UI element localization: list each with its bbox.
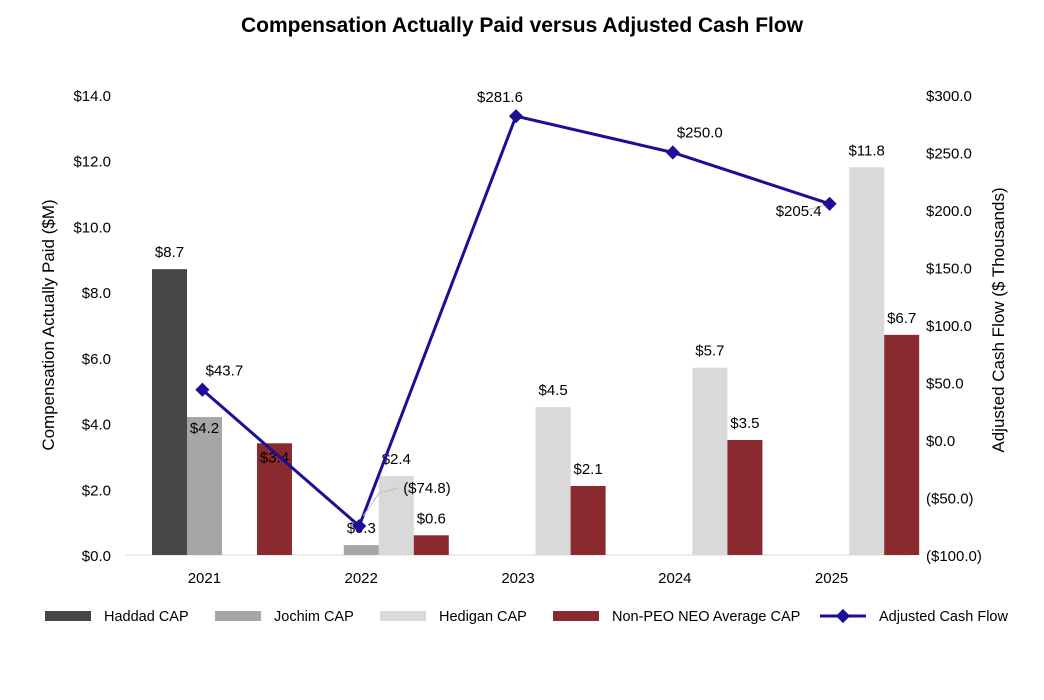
bar — [884, 334, 920, 555]
line-marker — [195, 382, 210, 397]
legend-swatch — [553, 611, 599, 621]
bar-data-label: $4.2 — [190, 420, 219, 437]
bar-data-label: $8.7 — [155, 244, 184, 261]
legend-marker — [835, 608, 851, 624]
bar — [727, 440, 763, 555]
bar-data-label: $4.5 — [538, 382, 567, 399]
y2-tick-label: $50.0 — [926, 376, 964, 393]
line-marker — [508, 109, 524, 124]
bar-data-label: $3.5 — [730, 415, 759, 432]
y2-tick-label: $200.0 — [926, 203, 972, 220]
x-tick-label: 2022 — [345, 570, 378, 587]
bar-data-label: $0.6 — [417, 510, 446, 527]
bar — [343, 545, 379, 555]
bar — [378, 476, 414, 555]
legend-label: Haddad CAP — [104, 609, 189, 625]
legend-label: Non-PEO NEO Average CAP — [612, 609, 800, 625]
data-label-leader — [807, 205, 824, 211]
bar-data-label: $6.7 — [887, 310, 916, 327]
bar — [152, 269, 187, 555]
y-tick-label: $0.0 — [82, 548, 111, 565]
x-tick-label: 2021 — [188, 570, 221, 587]
bar-data-label: $5.7 — [695, 343, 724, 360]
legend-swatch — [380, 611, 426, 621]
bar — [187, 417, 222, 555]
data-label-leader — [362, 487, 399, 517]
y2-axis-title: Adjusted Cash Flow ($ Thousands) — [989, 187, 1008, 452]
y2-tick-label: ($50.0) — [926, 491, 974, 508]
y-tick-label: $8.0 — [82, 285, 111, 302]
line-data-label: $43.7 — [206, 363, 244, 380]
line-data-label: ($74.8) — [403, 480, 451, 497]
y-tick-label: $12.0 — [73, 154, 111, 171]
y-tick-label: $14.0 — [73, 88, 111, 105]
bar — [570, 486, 606, 555]
y-tick-label: $4.0 — [82, 417, 111, 434]
bar-data-label: $2.4 — [382, 451, 411, 468]
bar-data-label: $2.1 — [573, 461, 602, 478]
bar-data-label: $11.8 — [848, 142, 884, 159]
bar-data-label: $3.4 — [260, 449, 289, 466]
legend-label: Adjusted Cash Flow — [879, 609, 1008, 625]
y-tick-label: $10.0 — [73, 219, 111, 236]
bar — [535, 407, 571, 555]
y-axis-title: Compensation Actually Paid ($M) — [39, 199, 58, 450]
y2-tick-label: $150.0 — [926, 261, 972, 278]
legend-label: Hedigan CAP — [439, 609, 527, 625]
line-data-label: $250.0 — [677, 125, 723, 142]
line-data-label: $281.6 — [477, 89, 523, 106]
line-marker — [352, 518, 367, 534]
line-data-label: $205.4 — [776, 203, 822, 220]
y-tick-label: $2.0 — [82, 482, 111, 499]
x-tick-label: 2023 — [501, 570, 534, 587]
line-marker — [665, 145, 680, 160]
legend-label: Jochim CAP — [274, 609, 354, 625]
chart-title: Compensation Actually Paid versus Adjust… — [240, 14, 804, 37]
legend-swatch — [215, 611, 261, 621]
y2-tick-label: $100.0 — [926, 318, 972, 335]
y-tick-label: $6.0 — [82, 351, 111, 368]
x-tick-label: 2024 — [658, 570, 691, 587]
y2-tick-label: $300.0 — [926, 88, 972, 105]
y2-tick-label: $250.0 — [926, 146, 972, 163]
bar — [692, 367, 728, 555]
bar — [413, 535, 449, 555]
x-tick-label: 2025 — [815, 570, 848, 587]
bar — [849, 167, 885, 556]
y2-tick-label: $0.0 — [926, 433, 955, 450]
line-marker — [822, 196, 837, 211]
legend-swatch — [45, 611, 91, 621]
y2-tick-label: ($100.0) — [926, 548, 982, 565]
